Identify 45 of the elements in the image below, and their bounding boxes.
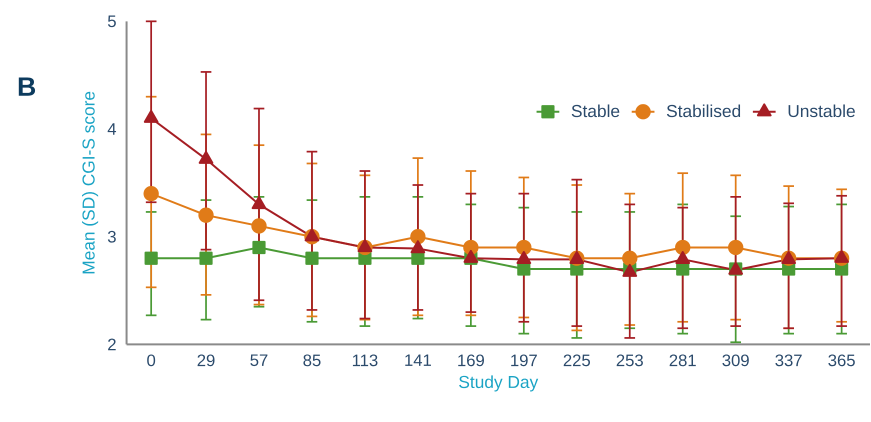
point [252, 240, 266, 254]
point [675, 240, 690, 255]
point [676, 262, 690, 276]
point [199, 251, 213, 265]
point [410, 240, 426, 254]
point [144, 251, 158, 265]
x-tick-label: 225 [564, 354, 590, 366]
point [410, 228, 426, 244]
y-tick-label: 3 [108, 230, 116, 242]
x-tick-label: 169 [458, 354, 484, 366]
text: B [18, 77, 36, 96]
point [463, 240, 479, 255]
point [305, 251, 319, 265]
point [304, 228, 320, 242]
x-tick-label: 29 [198, 354, 215, 366]
x-tick-label: 197 [511, 354, 537, 366]
point [198, 207, 214, 223]
x-axis-title: Study Day [459, 375, 538, 392]
x-tick-label: 85 [303, 354, 321, 366]
x-tick-label: 309 [722, 354, 749, 366]
legend-label: Stabilised [666, 104, 740, 118]
x-tick-label: 0 [147, 354, 156, 366]
y-tick-label: 2 [108, 338, 116, 350]
x-tick-label: 141 [405, 354, 431, 366]
x-tick-label: 281 [670, 354, 696, 366]
x-tick-label: 337 [775, 354, 802, 366]
point [728, 240, 744, 255]
point [622, 250, 638, 266]
point [411, 251, 424, 265]
x-tick-label: 57 [250, 354, 268, 366]
point [516, 240, 532, 255]
point [144, 186, 159, 202]
y-axis-title: Mean (SD) CGI-S score [82, 92, 98, 274]
point [252, 196, 266, 209]
y-tick-label: 5 [108, 15, 116, 27]
x-tick-label: 253 [616, 354, 643, 366]
legend-label: Unstable [788, 104, 855, 118]
legend-label: Stable [572, 104, 620, 118]
point [251, 218, 267, 234]
y-tick-label: 4 [108, 123, 116, 135]
x-tick-label: 113 [352, 354, 378, 366]
point [144, 110, 159, 123]
x-tick-label: 365 [828, 354, 855, 366]
point [517, 262, 530, 276]
point [198, 150, 214, 164]
